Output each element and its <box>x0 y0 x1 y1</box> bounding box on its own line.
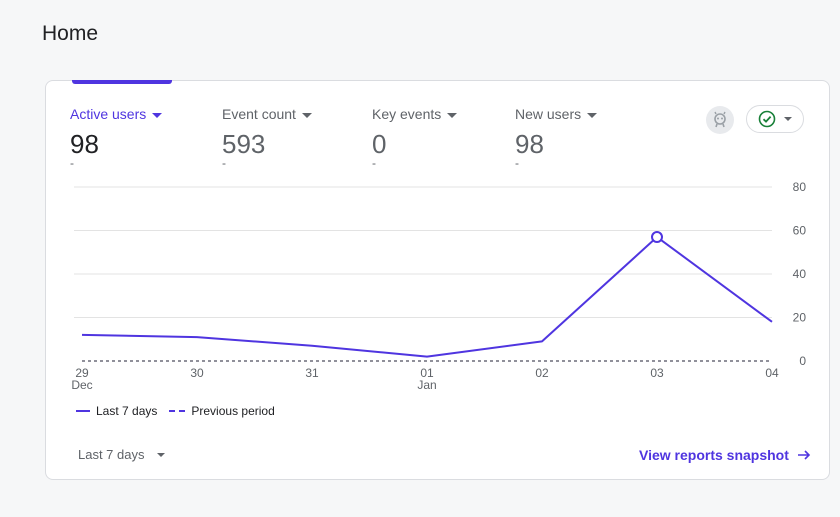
legend-label-previous: Previous period <box>191 404 275 418</box>
chevron-down-icon <box>301 112 312 118</box>
metric-label: Key events <box>372 106 442 122</box>
metric-label: New users <box>515 106 582 122</box>
legend-solid-swatch <box>76 410 90 412</box>
legend-label-current: Last 7 days <box>96 404 158 418</box>
x-tick-label: 31 <box>305 366 319 380</box>
insights-glyph <box>714 111 726 128</box>
highlight-point <box>651 231 663 244</box>
metric-value: 593 <box>222 129 266 159</box>
view-reports-snapshot-link[interactable]: View reports snapshot <box>639 447 811 463</box>
metric-delta: - <box>515 156 519 170</box>
metric-new-users[interactable]: New users 98 - <box>515 105 598 170</box>
insights-icon[interactable] <box>706 106 734 134</box>
chevron-down-icon <box>587 112 598 118</box>
metric-key-events[interactable]: Key events 0 - <box>372 105 458 170</box>
metric-value: 0 <box>372 129 387 159</box>
x-tick-label: 02 <box>535 366 549 380</box>
metric-delta: - <box>70 156 74 170</box>
active-tab-indicator <box>72 80 172 84</box>
link-label: View reports snapshot <box>639 447 789 463</box>
y-tick-label: 40 <box>793 267 807 281</box>
chart-legend: Last 7 days Previous period <box>76 404 275 418</box>
metric-active-users[interactable]: Active users 98 - <box>70 105 163 170</box>
y-tick-label: 20 <box>793 311 807 325</box>
check-circle-icon <box>758 110 776 128</box>
x-tick-label: 04 <box>765 366 779 380</box>
y-tick-label: 80 <box>793 180 807 194</box>
series-line-last-7-days <box>81 236 773 358</box>
metric-label: Event count <box>222 106 296 122</box>
metric-label: Active users <box>70 106 147 122</box>
status-dropdown[interactable] <box>746 105 804 133</box>
metric-value: 98 <box>515 129 544 159</box>
chevron-down-icon <box>447 112 458 118</box>
chevron-down-icon <box>784 117 792 121</box>
x-tick-label: 29 <box>75 366 89 380</box>
date-range-selector[interactable]: Last 7 days <box>78 447 165 462</box>
date-range-label: Last 7 days <box>78 447 145 462</box>
page-title: Home <box>42 22 99 45</box>
x-tick-label: 03 <box>650 366 664 380</box>
x-tick-label: 30 <box>190 366 204 380</box>
overview-card: Active users 98 - Event count 593 - Key … <box>45 80 830 480</box>
chevron-down-icon <box>152 112 163 118</box>
chevron-down-icon <box>156 452 165 457</box>
legend-dashed-swatch <box>169 410 186 412</box>
y-tick-label: 0 <box>799 354 806 368</box>
y-tick-label: 60 <box>793 224 807 238</box>
metric-delta: - <box>372 156 376 170</box>
x-tick-month-label: Dec <box>71 378 92 392</box>
x-tick-label: 01 <box>420 366 434 380</box>
arrow-right-icon <box>797 450 811 460</box>
metric-value: 98 <box>70 129 99 159</box>
metric-event-count[interactable]: Event count 593 - <box>222 105 312 169</box>
x-tick-month-label: Jan <box>417 378 436 392</box>
metric-delta: - <box>222 156 226 170</box>
